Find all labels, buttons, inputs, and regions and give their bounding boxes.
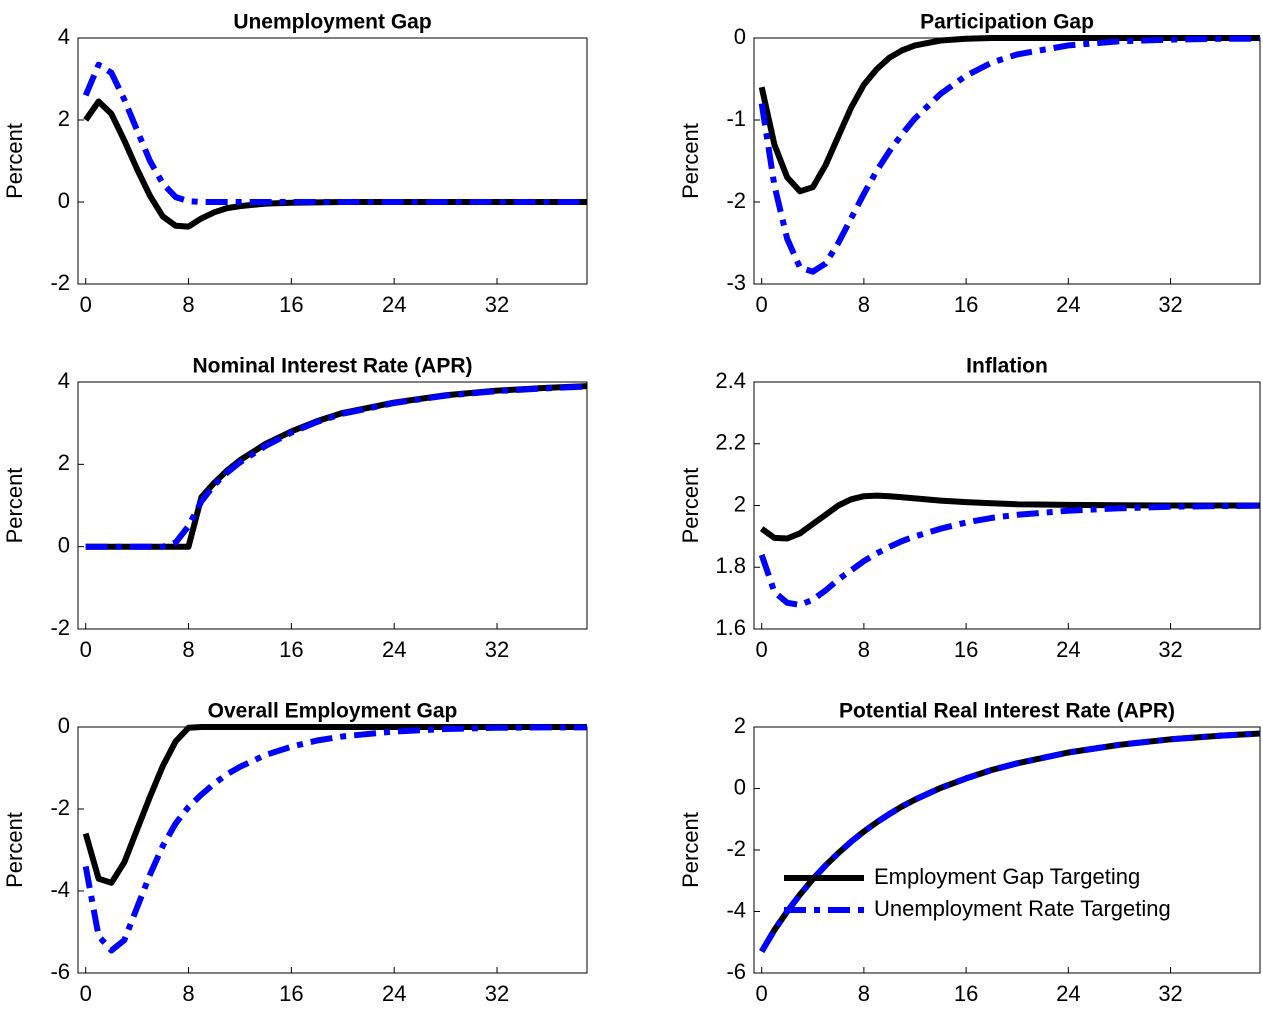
x-tick-label: 8 <box>182 981 194 1006</box>
x-tick-label: 8 <box>858 637 870 662</box>
y-tick-label: -4 <box>50 877 70 902</box>
y-tick-label: 2.4 <box>715 368 746 393</box>
y-axis-label: Percent <box>2 812 27 888</box>
chart-title: Overall Employment Gap <box>208 700 458 723</box>
x-tick-label: 16 <box>954 292 978 317</box>
x-tick-label: 24 <box>1056 637 1080 662</box>
legend-label: Employment Gap Targeting <box>874 864 1140 889</box>
y-tick-label: -6 <box>50 959 70 984</box>
x-tick-label: 24 <box>382 981 406 1006</box>
y-tick-label: -2 <box>50 270 70 295</box>
y-tick-label: 2 <box>58 450 70 475</box>
y-axis-label: Percent <box>678 812 703 888</box>
series-line <box>758 35 1260 195</box>
y-tick-label: 0 <box>734 24 746 49</box>
x-tick-label: 32 <box>485 981 509 1006</box>
x-tick-label: 16 <box>954 981 978 1006</box>
x-tick-label: 0 <box>756 981 768 1006</box>
x-tick-label: 8 <box>182 637 194 662</box>
y-tick-label: 2 <box>58 106 70 131</box>
y-tick-label: 2.2 <box>715 430 746 455</box>
x-tick-label: 8 <box>858 981 870 1006</box>
series-line <box>82 61 587 205</box>
y-tick-label: -2 <box>726 836 746 861</box>
y-axis-label: Percent <box>2 468 27 544</box>
y-tick-label: -2 <box>50 615 70 640</box>
legend-label: Unemployment Rate Targeting <box>874 896 1171 921</box>
y-tick-label: -2 <box>50 795 70 820</box>
series-line <box>759 492 1260 542</box>
x-tick-label: 16 <box>279 637 303 662</box>
x-tick-label: 32 <box>1158 637 1182 662</box>
x-tick-label: 8 <box>182 292 194 317</box>
y-tick-label: 0 <box>734 774 746 799</box>
y-tick-label: 2 <box>734 491 746 516</box>
series-line <box>82 724 587 954</box>
x-tick-label: 24 <box>1056 292 1080 317</box>
y-tick-label: -2 <box>726 188 746 213</box>
y-tick-label: 1.6 <box>715 615 746 640</box>
y-axis-label: Percent <box>2 123 27 199</box>
series-line <box>83 98 587 230</box>
series-line <box>758 502 1261 608</box>
y-tick-label: -4 <box>726 897 746 922</box>
chart-title: Potential Real Interest Rate (APR) <box>839 700 1175 723</box>
plot-area <box>77 37 588 285</box>
y-tick-label: 0 <box>58 713 70 738</box>
y-axis-label: Percent <box>678 123 703 199</box>
plot-area <box>77 726 588 974</box>
x-tick-label: 32 <box>1158 981 1182 1006</box>
y-tick-label: -1 <box>726 106 746 131</box>
y-tick-label: 1.8 <box>715 553 746 578</box>
y-tick-label: 2 <box>734 713 746 738</box>
chart-title: Participation Gap <box>920 11 1094 34</box>
x-tick-label: 32 <box>485 637 509 662</box>
y-tick-label: -6 <box>726 959 746 984</box>
y-tick-label: 4 <box>58 368 70 393</box>
y-tick-label: 0 <box>58 532 70 557</box>
series-line <box>82 724 587 886</box>
x-tick-label: 0 <box>80 292 92 317</box>
x-tick-label: 32 <box>485 292 509 317</box>
chart-title: Inflation <box>966 355 1048 378</box>
series-line <box>85 383 588 550</box>
y-tick-label: 4 <box>58 24 70 49</box>
x-tick-label: 8 <box>858 292 870 317</box>
x-tick-label: 24 <box>382 637 406 662</box>
y-tick-label: -3 <box>726 270 746 295</box>
y-axis-label: Percent <box>678 468 703 544</box>
plot-area <box>77 381 588 630</box>
x-tick-label: 0 <box>756 292 768 317</box>
x-tick-label: 0 <box>756 637 768 662</box>
x-tick-label: 24 <box>382 292 406 317</box>
x-tick-label: 24 <box>1056 981 1080 1006</box>
series-line <box>759 730 1261 954</box>
x-tick-label: 16 <box>954 637 978 662</box>
x-tick-label: 32 <box>1158 292 1182 317</box>
y-tick-label: 0 <box>58 188 70 213</box>
x-tick-label: 16 <box>279 981 303 1006</box>
x-tick-label: 0 <box>80 981 92 1006</box>
chart-title: Nominal Interest Rate (APR) <box>192 355 472 378</box>
x-tick-label: 16 <box>279 292 303 317</box>
chart-title: Unemployment Gap <box>233 11 431 34</box>
x-tick-label: 0 <box>80 637 92 662</box>
